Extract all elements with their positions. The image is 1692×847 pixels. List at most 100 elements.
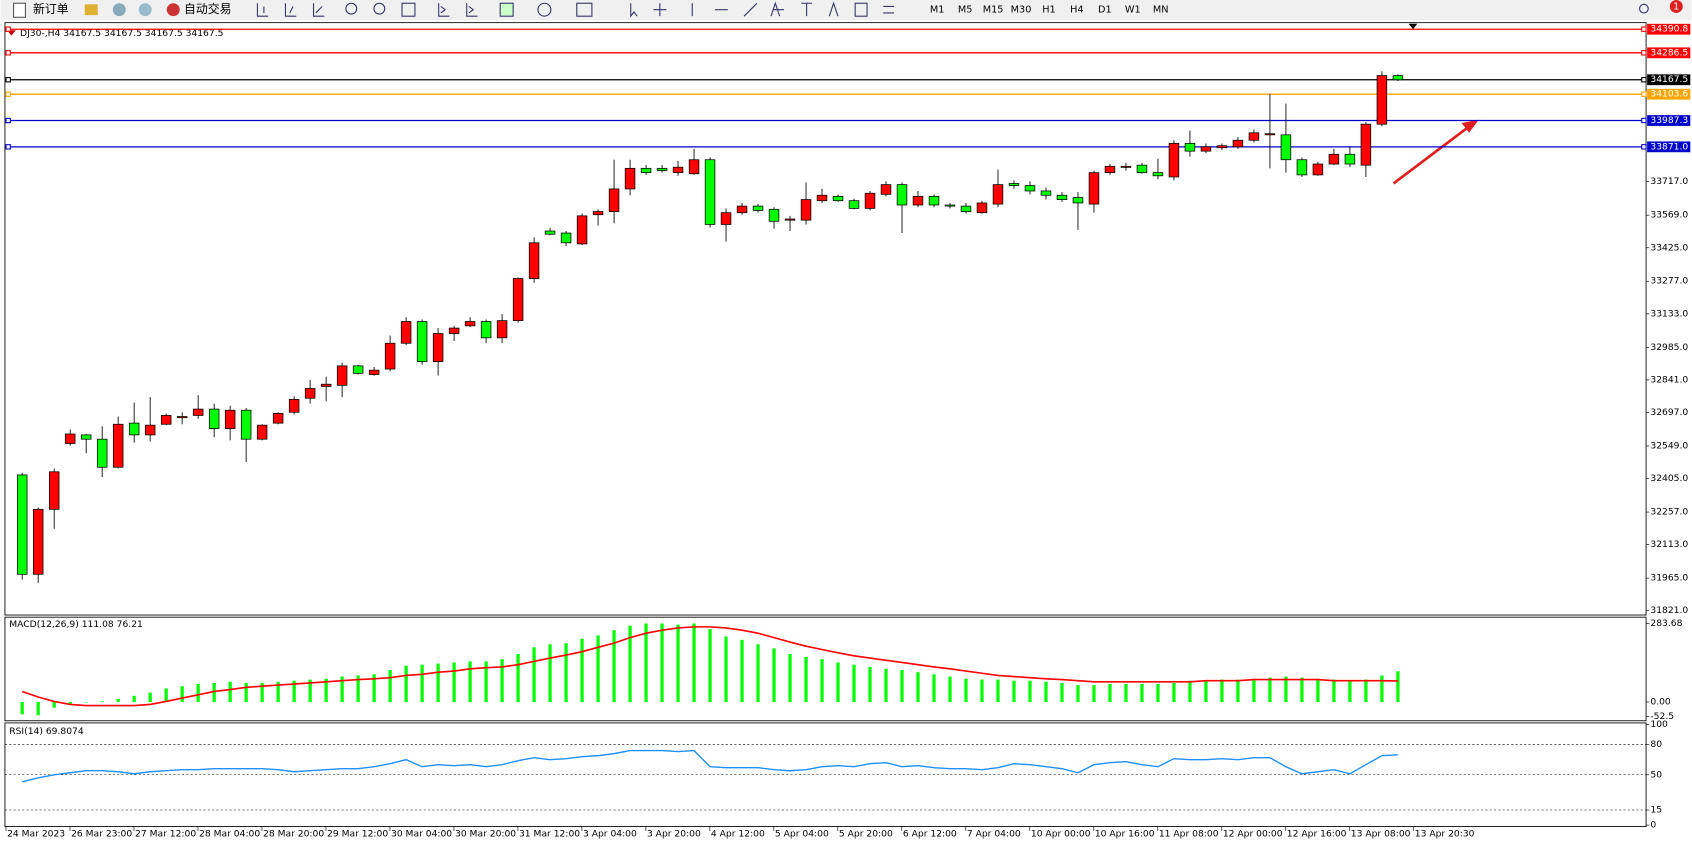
y-tick-label: 32257.0 bbox=[1650, 507, 1688, 518]
icon[interactable] bbox=[653, 3, 667, 17]
icon[interactable] bbox=[138, 3, 152, 17]
candle-body bbox=[896, 184, 908, 206]
x-tick-label: 3 Apr 04:00 bbox=[583, 829, 637, 840]
macd-bar bbox=[1284, 676, 1288, 702]
macd-bar bbox=[724, 636, 728, 702]
icon[interactable] bbox=[256, 3, 269, 17]
candle-body bbox=[1168, 143, 1180, 178]
timeframe-button[interactable]: W1 bbox=[1125, 5, 1141, 16]
y-tick-label: 32985.0 bbox=[1650, 342, 1688, 353]
macd-bar bbox=[340, 676, 344, 702]
macd-bar bbox=[1060, 682, 1064, 702]
timeframe-button[interactable]: M30 bbox=[1011, 5, 1032, 16]
auto-trade-button[interactable]: 自动交易 bbox=[184, 2, 231, 16]
x-tick-label: 10 Apr 16:00 bbox=[1095, 829, 1155, 840]
icon[interactable] bbox=[284, 3, 297, 17]
macd-bar bbox=[500, 659, 504, 702]
new-order-button[interactable]: 新订单 bbox=[33, 2, 69, 16]
macd-bar bbox=[1044, 681, 1048, 702]
timeframe-button[interactable]: M15 bbox=[983, 5, 1004, 16]
annotation-arrow bbox=[1392, 119, 1479, 185]
shift-marker bbox=[1408, 23, 1418, 30]
macd-bar bbox=[852, 664, 856, 702]
macd-bar bbox=[756, 644, 760, 702]
timeframe-button[interactable]: M5 bbox=[958, 5, 973, 16]
candle-body bbox=[1392, 75, 1404, 81]
icon[interactable] bbox=[401, 2, 416, 17]
icon[interactable] bbox=[466, 3, 478, 17]
y-tick-label: 31821.0 bbox=[1650, 605, 1688, 616]
x-tick-label: 4 Apr 12:00 bbox=[711, 829, 765, 840]
macd-bar bbox=[116, 699, 120, 702]
x-tick-label: 27 Mar 12:00 bbox=[135, 829, 196, 840]
icon[interactable] bbox=[312, 3, 325, 17]
candle-body bbox=[256, 424, 268, 440]
y-tick-label: 15 bbox=[1650, 804, 1662, 815]
x-tick-label: 12 Apr 16:00 bbox=[1287, 829, 1347, 840]
icon[interactable] bbox=[770, 1, 784, 17]
y-tick-label: 32697.0 bbox=[1650, 407, 1688, 418]
level-label: 34103.6 bbox=[1650, 89, 1688, 100]
toolbar-bg bbox=[0, 0, 1692, 21]
macd-bar bbox=[964, 678, 968, 702]
timeframe-button[interactable]: MN bbox=[1153, 5, 1169, 16]
candle-body bbox=[880, 184, 892, 195]
candle-body bbox=[560, 232, 572, 244]
icon[interactable] bbox=[630, 3, 638, 18]
y-tick-label: 33133.0 bbox=[1650, 308, 1688, 319]
macd-bar bbox=[292, 680, 296, 702]
icon[interactable] bbox=[112, 3, 126, 17]
candle-body bbox=[336, 365, 348, 386]
candle-body bbox=[432, 333, 444, 362]
y-tick-label: -52.5 bbox=[1650, 711, 1674, 722]
candle-body bbox=[1232, 139, 1244, 148]
icon[interactable] bbox=[801, 2, 813, 17]
icon[interactable] bbox=[438, 3, 450, 17]
candle-body bbox=[608, 188, 620, 212]
new-order-icon[interactable] bbox=[13, 2, 26, 18]
icon[interactable] bbox=[576, 2, 593, 17]
macd-bar bbox=[228, 681, 232, 702]
candle-body bbox=[944, 204, 956, 207]
macd-bar bbox=[1236, 679, 1240, 702]
candle-body bbox=[784, 218, 796, 221]
arrow-shaft bbox=[1392, 126, 1469, 185]
candle-body bbox=[1248, 132, 1260, 141]
search-icon[interactable] bbox=[1639, 3, 1649, 14]
icon[interactable] bbox=[499, 2, 514, 17]
icon[interactable] bbox=[828, 1, 839, 17]
timeframe-button[interactable]: H4 bbox=[1070, 5, 1083, 16]
candle-body bbox=[448, 327, 460, 334]
macd-bar bbox=[868, 666, 872, 702]
macd-bar bbox=[260, 682, 264, 702]
icon[interactable] bbox=[883, 5, 895, 14]
level-handle bbox=[5, 26, 11, 32]
icon[interactable] bbox=[743, 2, 758, 17]
chart-title: DJ30-,H4 34167.5 34167.5 34167.5 34167.5 bbox=[20, 28, 224, 39]
timeframe-button[interactable]: M1 bbox=[930, 5, 945, 16]
candle-body bbox=[464, 321, 476, 327]
macd-bar bbox=[212, 682, 216, 702]
macd-bar bbox=[596, 635, 600, 702]
candle-body bbox=[208, 408, 220, 429]
icon[interactable] bbox=[854, 2, 868, 17]
macd-bar bbox=[980, 679, 984, 702]
notification-badge[interactable] bbox=[1669, 0, 1683, 13]
candle-body bbox=[1104, 165, 1116, 174]
icon[interactable] bbox=[345, 2, 358, 15]
candle-body bbox=[1008, 183, 1020, 186]
x-tick-label: 28 Mar 04:00 bbox=[199, 829, 260, 840]
macd-bar bbox=[244, 682, 248, 702]
x-tick-label: 6 Apr 12:00 bbox=[903, 829, 957, 840]
auto-trade-icon[interactable] bbox=[166, 3, 180, 17]
icon[interactable] bbox=[84, 4, 98, 16]
candle-body bbox=[32, 508, 44, 575]
timeframe-button[interactable]: H1 bbox=[1042, 5, 1055, 16]
y-tick-label: 283.68 bbox=[1650, 618, 1682, 629]
macd-bar bbox=[164, 688, 168, 702]
candle-body bbox=[1344, 153, 1356, 165]
timeframe-button[interactable]: D1 bbox=[1098, 5, 1112, 16]
icon[interactable] bbox=[373, 2, 386, 15]
icon[interactable] bbox=[537, 2, 552, 17]
